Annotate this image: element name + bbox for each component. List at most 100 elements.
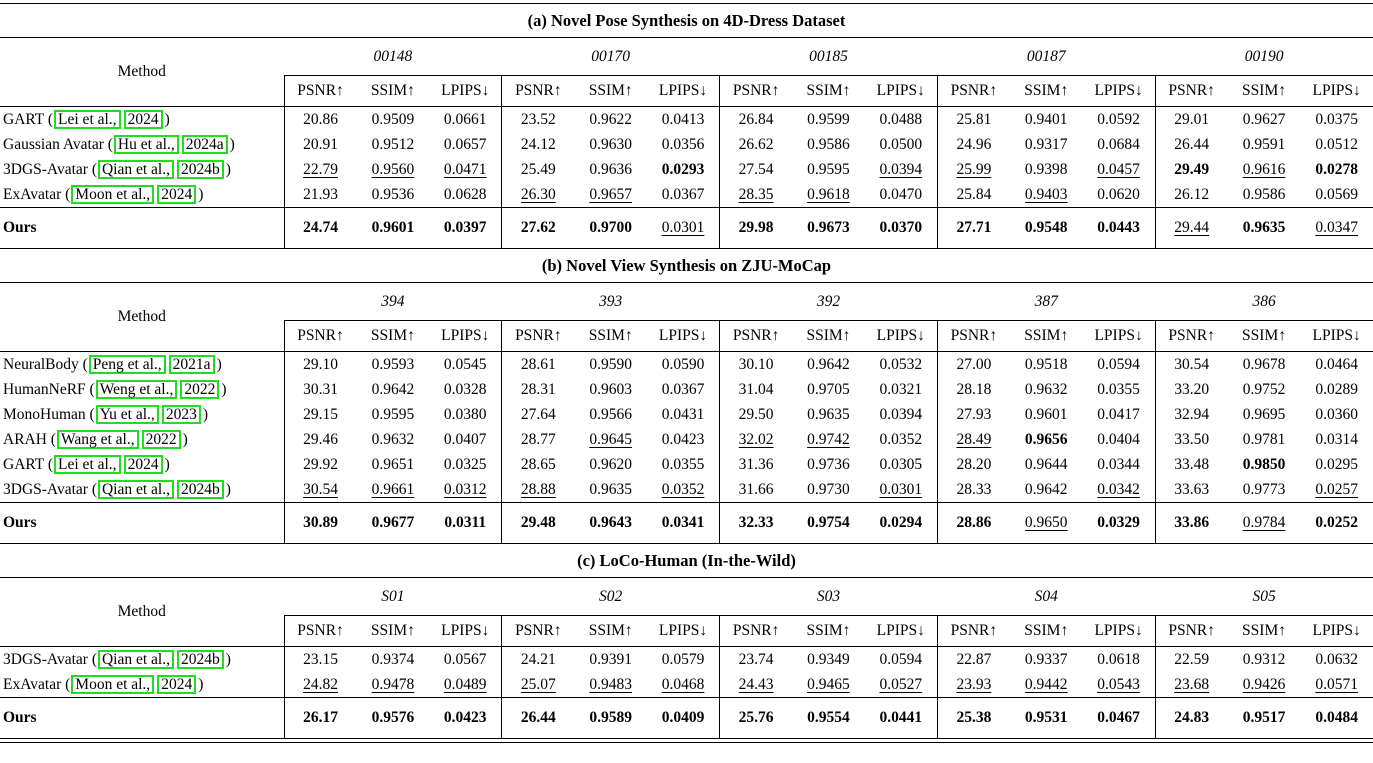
method-name-suffix: ) <box>216 355 222 373</box>
metric-value: 26.17 <box>283 697 357 739</box>
metric-value: 0.0527 <box>879 675 923 693</box>
metric-header-lpips: LPIPS↓ <box>1082 75 1156 107</box>
metric-value: 0.9656 <box>1024 430 1068 448</box>
metric-value: 0.9560 <box>371 160 415 178</box>
metric-value: 26.62 <box>719 132 793 157</box>
citation-year-link[interactable]: 2022 <box>141 429 181 450</box>
citation-year-link[interactable]: 2024b <box>177 479 224 500</box>
citation-author-link[interactable]: Qian et al., <box>97 649 174 670</box>
method-cell: 3DGS-Avatar (Qian et al., 2024b) <box>0 647 284 673</box>
metric-value: 24.74 <box>283 207 357 248</box>
subject-header: S05 <box>1155 577 1373 616</box>
results-table-a: (a) Novel Pose Synthesis on 4D-Dress Dat… <box>0 3 1373 248</box>
citation-author-link[interactable]: Moon et al., <box>71 184 155 205</box>
metric-value: 28.20 <box>936 452 1010 477</box>
citation-author-link[interactable]: Qian et al., <box>97 159 174 180</box>
metric-header-lpips: LPIPS↓ <box>646 615 720 647</box>
metric-value: 0.0657 <box>443 135 487 153</box>
metric-value: 0.0423 <box>661 430 705 448</box>
metric-value: 0.0289 <box>1315 380 1358 398</box>
method-cell: 3DGS-Avatar (Qian et al., 2024b) <box>0 477 284 503</box>
metric-value: 0.0356 <box>661 135 705 153</box>
metric-value: 32.02 <box>719 427 793 452</box>
metric-header-row: PSNR↑ SSIM↑ LPIPS↓ PSNR↑ SSIM↑ LPIPS↓ PSNR↑ SSI… <box>0 320 1373 352</box>
metric-header-ssim: SSIM↑ <box>574 615 647 647</box>
metric-header-psnr: PSNR↑ <box>719 75 793 107</box>
citation-author-link[interactable]: Peng et al., <box>88 354 166 375</box>
metric-value: 0.9442 <box>1024 675 1068 693</box>
citation-author-link[interactable]: Lei et al., <box>54 109 121 130</box>
citation-author-link[interactable]: Yu et al., <box>95 404 159 425</box>
citation-year-link[interactable]: 2024 <box>157 184 197 205</box>
citation-author-link[interactable]: Qian et al., <box>97 479 174 500</box>
method-name-suffix: ) <box>221 380 227 398</box>
citation-author-link[interactable]: Moon et al., <box>71 674 155 695</box>
metric-value: 0.0321 <box>879 380 923 398</box>
citation-year-link[interactable]: 2024a <box>181 134 228 155</box>
metric-value: 0.0594 <box>1097 355 1140 373</box>
metric-value: 0.0684 <box>1097 135 1140 153</box>
method-row: ExAvatar (Moon et al., 2024) 24.82 0.9478 0.… <box>0 672 1373 698</box>
metric-value: 27.62 <box>501 207 575 248</box>
citation-year-link[interactable]: 2024 <box>123 109 163 130</box>
citation-year-link[interactable]: 2021a <box>168 354 215 375</box>
metric-value: 0.0471 <box>443 160 487 178</box>
metric-value: 0.9642 <box>807 355 850 373</box>
citation-author-link[interactable]: Lei et al., <box>54 454 121 475</box>
metric-value: 0.9601 <box>356 207 430 248</box>
metric-value: 0.9700 <box>574 207 647 248</box>
metric-value: 0.9403 <box>1024 185 1068 203</box>
metric-value: 28.33 <box>936 477 1010 503</box>
metric-value: 0.0592 <box>1097 110 1140 128</box>
citation-year-link[interactable]: 2023 <box>161 404 201 425</box>
metric-value: 29.48 <box>501 502 575 543</box>
metric-header-psnr: PSNR↑ <box>936 320 1010 352</box>
citation-author-link[interactable]: Wang et al., <box>56 429 139 450</box>
metric-header-ssim: SSIM↑ <box>1227 75 1301 107</box>
metric-value: 28.49 <box>936 427 1010 452</box>
ours-row: Ours 26.17 0.9576 0.0423 26.44 0.9589 0.0409 25… <box>0 697 1373 739</box>
metric-value: 28.77 <box>501 427 575 452</box>
metric-value: 0.0355 <box>661 455 705 473</box>
subject-header-row: Method 394 393 392 387 386 <box>0 282 1373 352</box>
metric-value: 0.9618 <box>807 185 850 203</box>
metric-value: 0.9483 <box>589 675 632 693</box>
citation-author-link[interactable]: Hu et al., <box>113 134 179 155</box>
metric-value: 0.9531 <box>1009 697 1083 739</box>
method-name: HumanNeRF ( <box>3 380 95 398</box>
citation-year-link[interactable]: 2024b <box>177 159 224 180</box>
method-cell: NeuralBody (Peng et al., 2021a) <box>0 352 284 378</box>
citation-author-link[interactable]: Weng et al., <box>95 379 178 400</box>
metric-value: 0.0464 <box>1315 355 1358 373</box>
metric-value: 0.0512 <box>1315 135 1358 153</box>
metric-value: 0.9536 <box>371 185 415 203</box>
metric-value: 0.0397 <box>429 207 502 248</box>
method-name-suffix: ) <box>202 405 208 423</box>
metric-value: 0.0301 <box>646 207 720 248</box>
citation-year-link[interactable]: 2022 <box>180 379 220 400</box>
metric-header-ssim: SSIM↑ <box>792 615 865 647</box>
citation-year-link[interactable]: 2024 <box>157 674 197 695</box>
metric-value: 0.9650 <box>1009 502 1083 543</box>
metric-value: 29.92 <box>283 452 357 477</box>
metric-value: 0.9642 <box>1024 480 1068 498</box>
subject-header: S01 <box>284 577 502 616</box>
metric-header-ssim: SSIM↑ <box>792 75 865 107</box>
metric-header-psnr: PSNR↑ <box>283 75 357 107</box>
citation-year-link[interactable]: 2024 <box>123 454 163 475</box>
method-row: ExAvatar (Moon et al., 2024) 21.93 0.9536 0.… <box>0 182 1373 208</box>
metric-value: 25.76 <box>719 697 793 739</box>
section-title-row: (a) Novel Pose Synthesis on 4D-Dress Dat… <box>0 3 1373 38</box>
metric-header-lpips: LPIPS↓ <box>1082 320 1156 352</box>
citation-year-link[interactable]: 2024b <box>177 649 224 670</box>
metric-header-lpips: LPIPS↓ <box>646 320 720 352</box>
metric-value: 0.0352 <box>661 480 705 498</box>
ours-label: Ours <box>0 502 284 543</box>
ours-label: Ours <box>0 697 284 739</box>
method-row: Gaussian Avatar (Hu et al., 2024a) 20.91 0.… <box>0 132 1373 157</box>
metric-value: 0.9590 <box>589 355 632 373</box>
metric-value: 0.9620 <box>589 455 632 473</box>
method-name: MonoHuman ( <box>3 405 95 423</box>
metric-value: 0.0441 <box>864 697 938 739</box>
metric-value: 0.9632 <box>1024 380 1068 398</box>
